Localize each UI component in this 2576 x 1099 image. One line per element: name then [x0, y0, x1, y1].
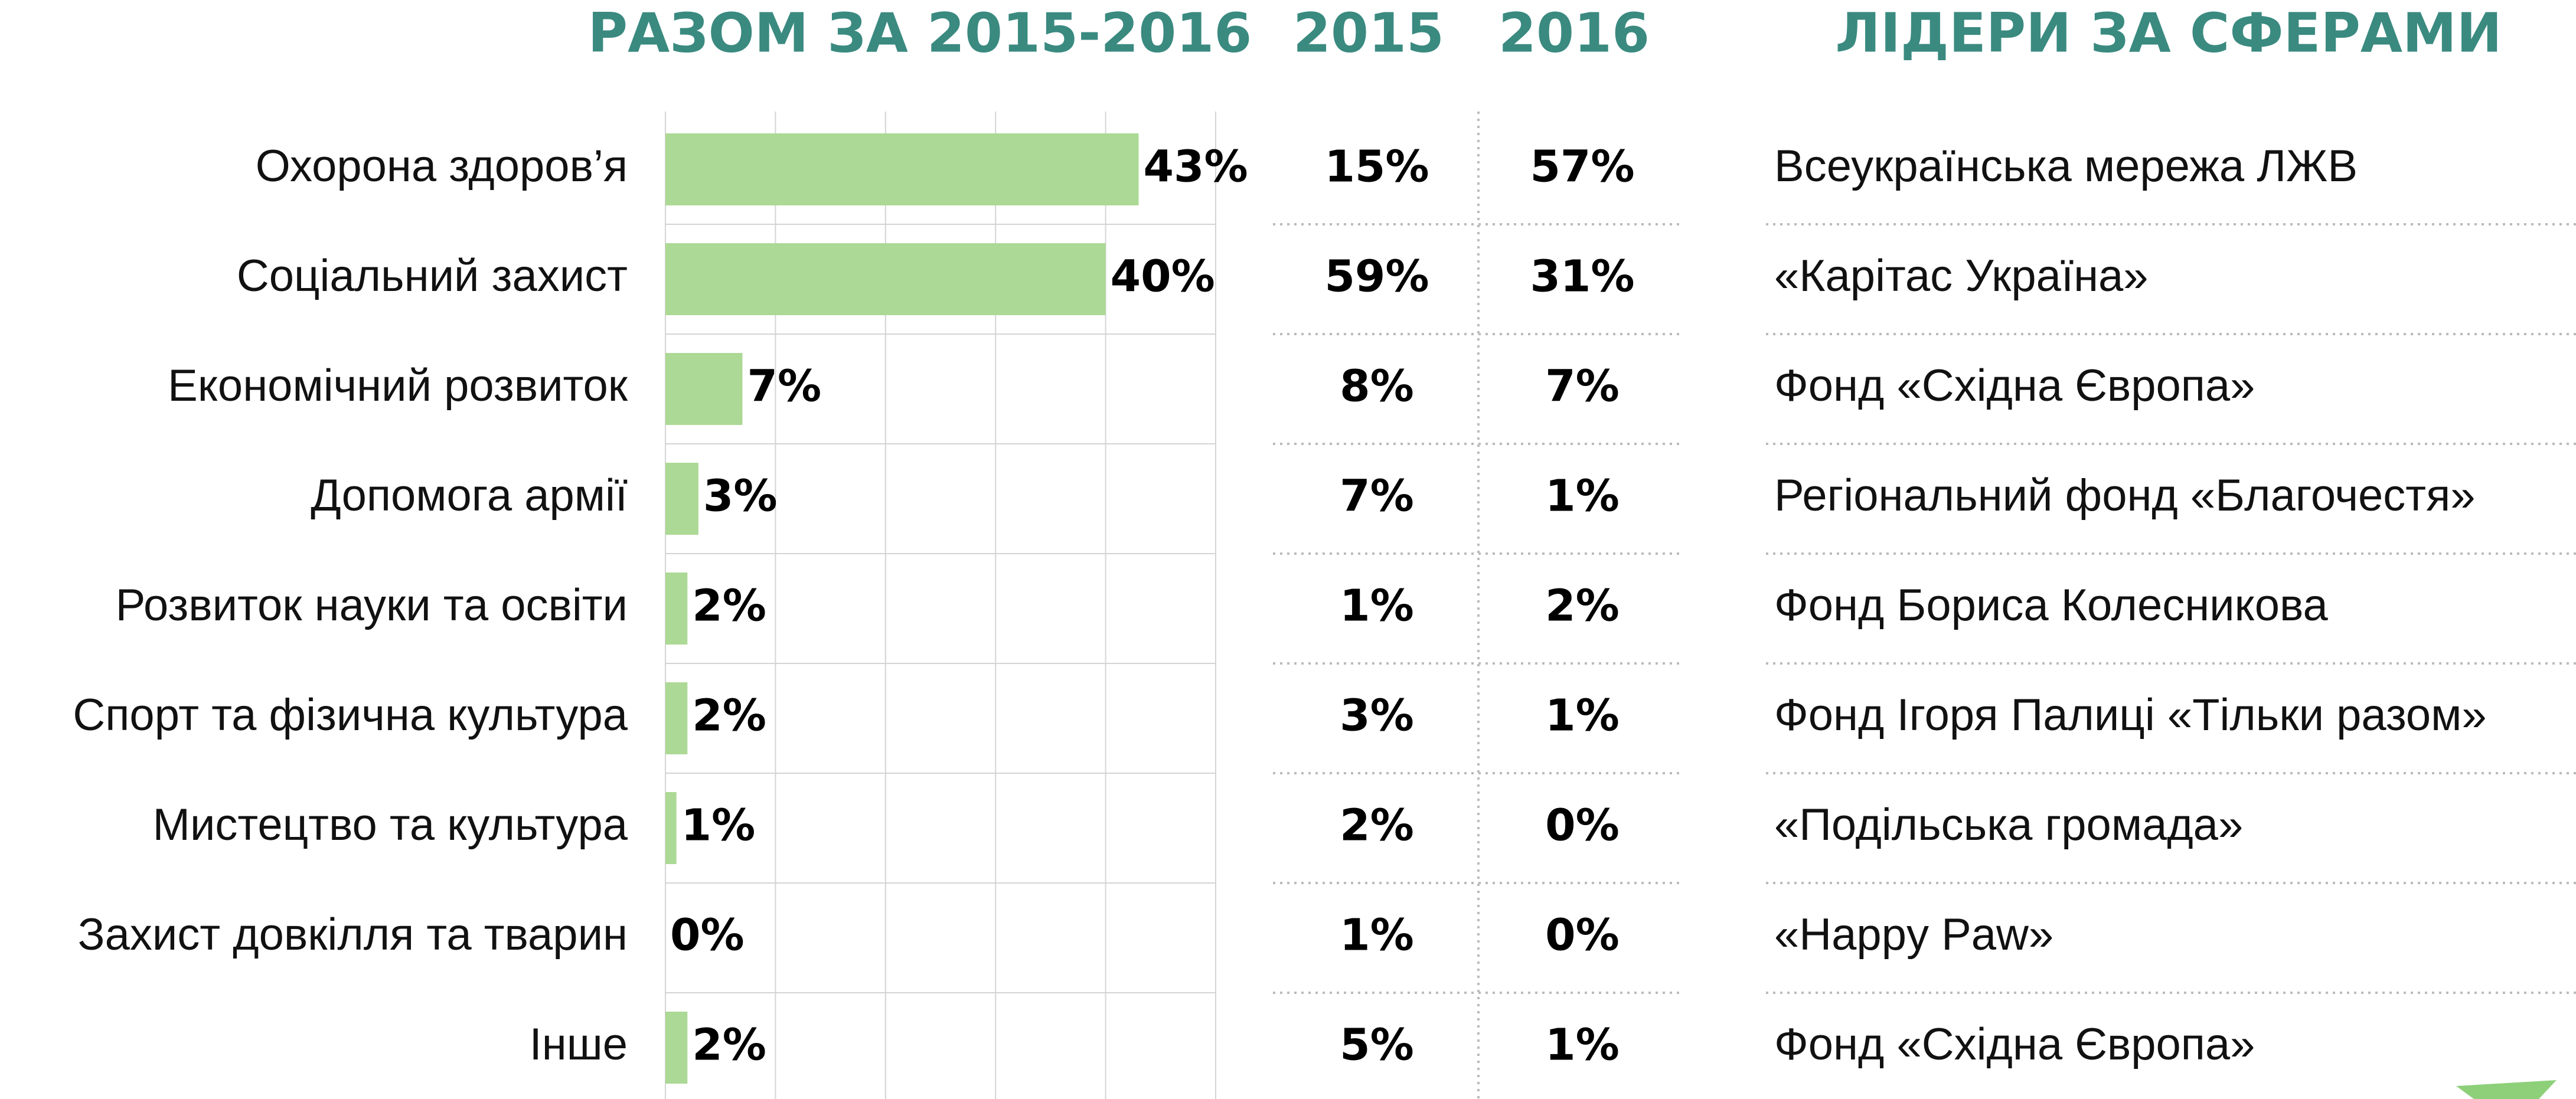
year-value: 0%	[1545, 910, 1620, 961]
value-label: 2%	[692, 581, 766, 632]
leader-name: Фонд Ігоря Палиці «Тільки разом»	[1774, 690, 2487, 740]
year-value: 2%	[1340, 800, 1414, 851]
bar	[665, 682, 688, 754]
category-label: Охорона здоров’я	[256, 141, 628, 191]
category-label: Спорт та фізична культура	[73, 690, 628, 740]
chart-title: РАЗОМ ЗА 2015-2016	[588, 1, 1252, 64]
value-label: 0%	[670, 910, 745, 961]
year-value: 31%	[1530, 251, 1634, 302]
column-title: 2016	[1498, 1, 1650, 64]
leader-name: «Карітас Україна»	[1774, 251, 2149, 301]
year-value: 1%	[1340, 581, 1414, 632]
leader-name: «Подільська громада»	[1774, 800, 2243, 850]
year-value: 8%	[1340, 361, 1414, 412]
leader-name: Фонд Бориса Колесникова	[1774, 580, 2329, 630]
category-label: Мистецтво та культура	[153, 800, 628, 850]
year-value: 2%	[1545, 581, 1620, 632]
value-label: 2%	[692, 1020, 766, 1071]
category-label: Економічний розвиток	[168, 361, 628, 411]
year-value: 3%	[1340, 691, 1414, 741]
value-label: 7%	[747, 361, 821, 412]
year-value: 0%	[1545, 800, 1620, 851]
category-label: Розвиток науки та освіти	[116, 580, 628, 630]
year-value: 1%	[1340, 910, 1414, 961]
year-value: 1%	[1545, 471, 1620, 522]
bar	[665, 353, 743, 425]
bar	[665, 573, 688, 645]
leaders-title: ЛІДЕРИ ЗА СФЕРАМИ	[1835, 1, 2502, 64]
year-value: 15%	[1324, 142, 1429, 192]
category-label: Захист довкілля та тварин	[78, 910, 628, 960]
arrow-decoration	[2456, 1080, 2557, 1099]
bar	[665, 463, 698, 535]
category-label: Інше	[530, 1019, 628, 1069]
value-label: 40%	[1111, 251, 1215, 302]
year-value: 59%	[1324, 251, 1429, 302]
value-label: 43%	[1144, 142, 1248, 192]
year-value: 57%	[1530, 142, 1634, 192]
year-value: 7%	[1545, 361, 1620, 412]
column-title: 2015	[1293, 1, 1444, 64]
value-label: 3%	[703, 471, 778, 522]
value-label: 2%	[692, 691, 766, 741]
bar	[665, 243, 1106, 315]
leader-name: Фонд «Східна Європа»	[1774, 1019, 2255, 1069]
category-label: Допомога армії	[311, 470, 628, 521]
leader-name: «Happy Paw»	[1774, 910, 2053, 960]
year-value: 1%	[1545, 691, 1620, 741]
category-label: Соціальний захист	[237, 251, 628, 301]
leader-name: Регіональний фонд «Благочестя»	[1774, 470, 2476, 521]
bar	[665, 133, 1139, 205]
value-label: 1%	[681, 800, 756, 851]
year-value: 5%	[1340, 1020, 1414, 1071]
bar	[665, 1012, 688, 1084]
year-value: 1%	[1545, 1020, 1620, 1071]
year-value: 7%	[1340, 471, 1414, 522]
leader-name: Всеукраїнська мережа ЛЖВ	[1774, 141, 2358, 191]
leader-name: Фонд «Східна Європа»	[1774, 361, 2255, 411]
bar	[665, 792, 677, 864]
